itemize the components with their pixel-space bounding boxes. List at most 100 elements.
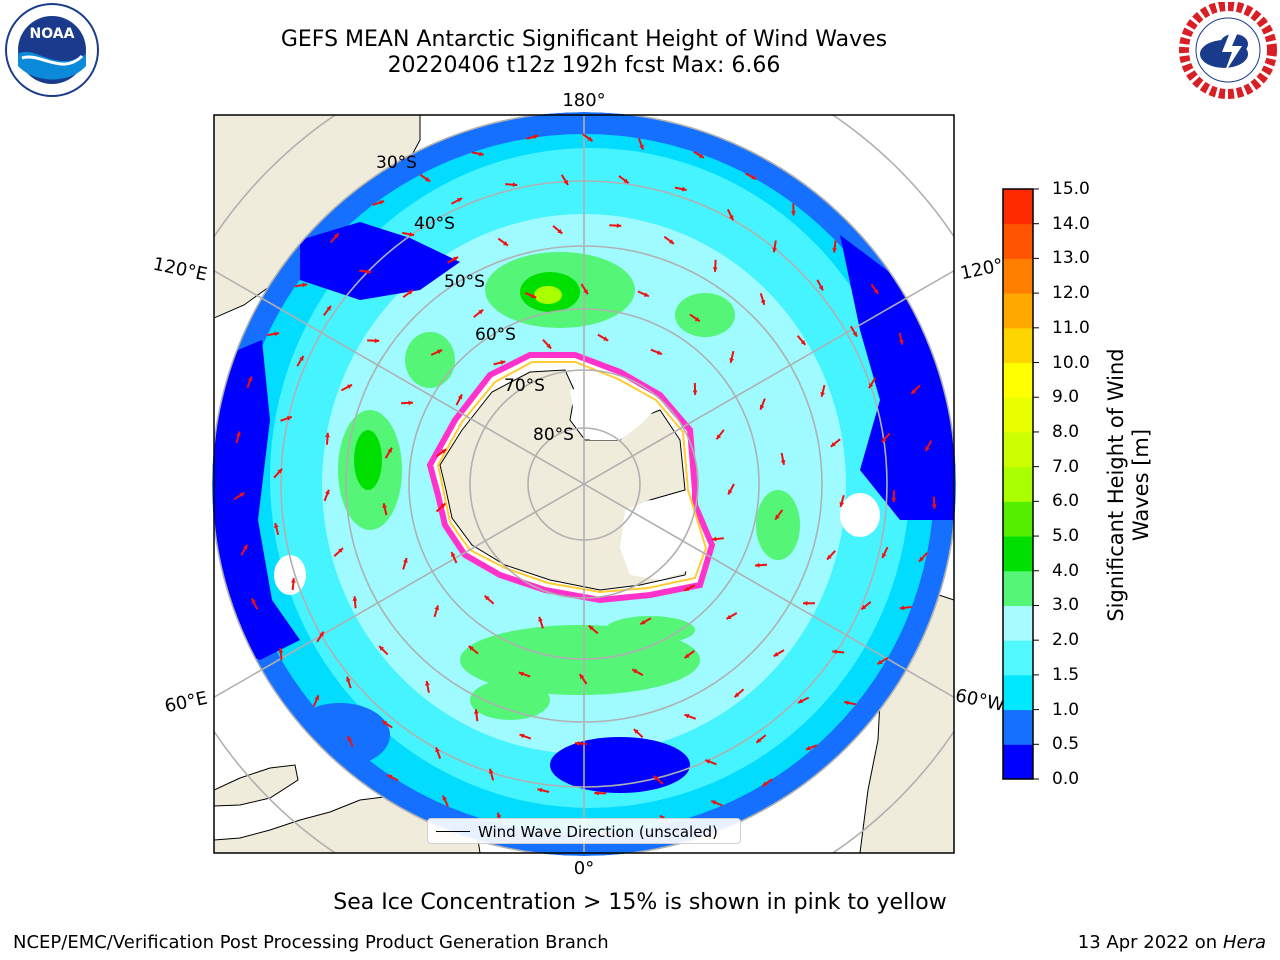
wave-direction-arrowhead: [684, 713, 690, 719]
wave-direction-arrowhead: [826, 554, 832, 560]
colorbar-segment: [1003, 709, 1033, 745]
wave-direction-arrowhead: [478, 151, 484, 157]
wave-direction-arrowhead: [873, 289, 879, 294]
wave-direction-arrowhead: [468, 646, 474, 651]
wave-direction-arrowhead: [278, 648, 284, 653]
wave-direction-arrowhead: [899, 605, 905, 611]
wave-direction-arrowhead: [437, 349, 443, 354]
wave-direction-arrowhead: [681, 186, 687, 192]
wave-direction-arrowhead: [239, 492, 245, 498]
colorbar-tick-label: 0.0: [1052, 769, 1080, 789]
wave-direction-arrowhead: [314, 695, 319, 701]
run-date: 13 Apr 2022 on Hera: [1078, 932, 1266, 953]
colorbar-tick-label: 3.0: [1052, 595, 1080, 616]
wave-direction-arrowhead: [698, 153, 704, 158]
wave-direction-arrowhead: [382, 720, 388, 726]
run-date-text: 13 Apr 2022 on: [1077, 932, 1218, 953]
wave-direction-arrowhead: [302, 282, 308, 288]
wave-direction-arrowhead: [861, 604, 867, 610]
wave-direction-arrowhead: [557, 228, 563, 234]
wave-direction-arrowhead: [496, 812, 502, 818]
lat-label-80s: 80°S: [533, 425, 574, 445]
wave-direction-arrowhead: [379, 200, 385, 205]
wave-direction-arrowhead: [333, 233, 339, 239]
wave-direction-arrowhead: [762, 781, 768, 787]
lon-label-180: 180°: [562, 90, 605, 111]
nws-logo: [1176, 1, 1280, 106]
wave-direction-arrowhead: [574, 741, 580, 746]
wave-direction-arrowhead: [818, 285, 824, 291]
wave-direction-arrowhead: [325, 489, 330, 495]
wave-direction-arrowhead: [898, 339, 904, 345]
wave-direction-arrowhead: [453, 256, 459, 262]
colorbar-tick-label: 9.0: [1052, 387, 1080, 408]
wave-direction-arrowhead: [347, 384, 353, 389]
noaa-logo-text: NOAA: [30, 26, 75, 42]
lat-label-30s: 30°S: [376, 153, 417, 173]
lat-label-40s: 40°S: [414, 214, 455, 234]
wave-direction-arrowhead: [290, 578, 296, 583]
colorbar-tick-label: 4.0: [1052, 560, 1080, 581]
wave-direction-arrowhead: [803, 600, 808, 606]
wave-direction-arrowhead: [403, 557, 408, 563]
wave-direction-arrowhead: [478, 309, 484, 315]
wave-direction-arrowhead: [441, 449, 447, 454]
wave-direction-arrowhead: [488, 768, 494, 774]
colorbar-frame: [1002, 188, 1034, 780]
wave-direction-arrowhead: [684, 653, 690, 659]
wave-direction-arrowhead: [726, 614, 732, 620]
colorbar-label: Significant Height of Wind Waves [m]: [1104, 348, 1153, 622]
colorbar-segment: [1003, 605, 1033, 641]
colorbar-segment: [1003, 223, 1033, 259]
wave-direction-arrowhead: [633, 729, 639, 734]
wave-direction-arrowhead: [852, 331, 857, 337]
high-wave-patch-east: [756, 490, 800, 560]
wave-direction-arrowhead: [669, 239, 674, 244]
colorbar-segment: [1003, 536, 1033, 572]
wave-direction-arrowhead: [325, 432, 330, 438]
colorbar-tick-label: 6.0: [1052, 491, 1080, 512]
credit-text: NCEP/EMC/Verification Post Processing Pr…: [13, 932, 609, 953]
colorbar-segment: [1003, 258, 1033, 294]
colorbar-tick-label: 2.0: [1052, 630, 1080, 651]
legend-label: Wind Wave Direction (unscaled): [478, 823, 718, 841]
sea-ice-note: Sea Ice Concentration > 15% is shown in …: [333, 890, 947, 915]
colorbar-tick-label: 10.0: [1052, 352, 1090, 373]
wave-direction-arrowhead: [537, 787, 543, 793]
wave-direction-arrowhead: [705, 759, 711, 764]
wave-direction-arrowhead: [379, 646, 384, 651]
noaa-logo: NOAA: [0, 2, 104, 106]
wave-direction-arrowhead: [457, 198, 463, 203]
lon-label-120w: 120°: [959, 255, 1006, 285]
wave-direction-arrowhead: [603, 336, 609, 341]
wave-direction-arrowhead: [711, 800, 717, 805]
wave-direction-arrowhead: [579, 674, 585, 680]
wave-direction-arrowhead: [832, 247, 838, 253]
colorbar-tick-label: 7.0: [1052, 456, 1080, 477]
wave-direction-arrowhead: [587, 136, 593, 142]
wave-direction-arrowhead: [919, 556, 924, 562]
wave-direction-arrowhead: [868, 383, 874, 389]
wave-direction-arrowhead: [800, 340, 806, 345]
wave-direction-arrowhead: [751, 174, 757, 180]
wave-direction-arrowhead: [760, 299, 766, 305]
wave-direction-arrowhead: [773, 651, 779, 657]
wave-direction-arrowhead: [382, 503, 387, 509]
wave-direction-arrowhead: [457, 394, 463, 400]
legend-line-swatch: [436, 831, 470, 832]
colorbar-segment: [1003, 674, 1033, 711]
wave-direction-arrowhead: [623, 178, 629, 184]
colorbar-tick-label: 13.0: [1052, 248, 1090, 269]
wave-direction-arrowhead: [891, 497, 897, 503]
wave-direction-arrowhead: [588, 625, 594, 631]
wave-direction-arrowhead: [451, 552, 456, 558]
wave-direction-arrowhead: [653, 775, 659, 781]
wave-direction-arrowhead: [440, 503, 446, 509]
wave-direction-arrowhead: [408, 400, 414, 406]
chart-title: GEFS MEAN Antarctic Significant Height o…: [280, 27, 888, 52]
wave-direction-arrowhead: [775, 514, 780, 520]
wave-direction-arrowhead: [273, 523, 279, 528]
colorbar-segment: [1003, 640, 1033, 676]
lat-label-50s: 50°S: [444, 272, 485, 292]
colorbar-tick-label: 11.0: [1052, 317, 1090, 338]
